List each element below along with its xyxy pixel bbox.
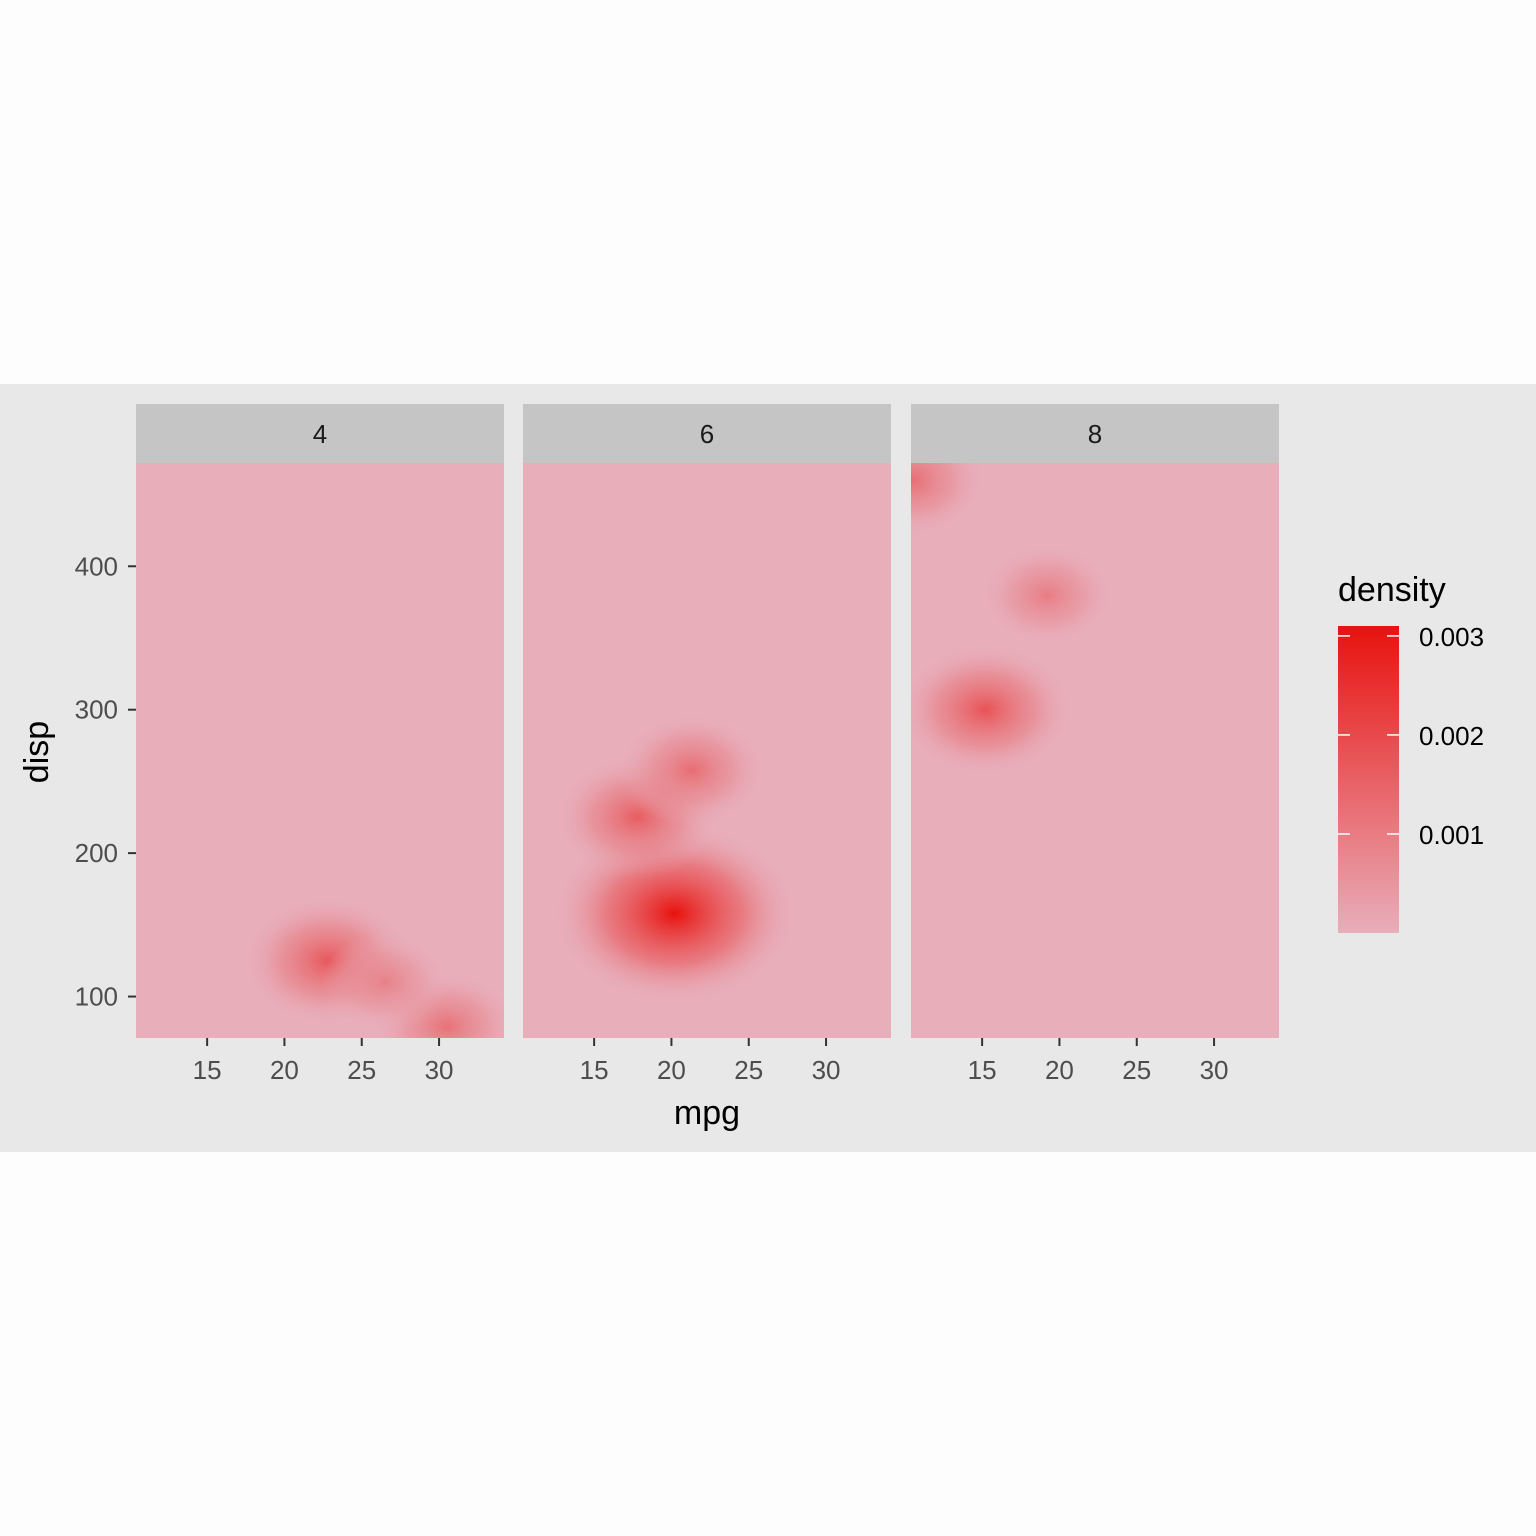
legend-title: density	[1338, 571, 1446, 609]
x-tick-label: 30	[425, 1055, 454, 1085]
legend-ticks: 0.001 0.002 0.003	[1338, 622, 1484, 850]
x-tick-label: 25	[734, 1055, 763, 1085]
facet-strip	[911, 404, 1279, 463]
y-tick-label: 300	[75, 695, 118, 725]
density-peak	[911, 463, 986, 537]
x-tick-label: 20	[657, 1055, 686, 1085]
x-tick-label: 15	[580, 1055, 609, 1085]
facet-panel: 4 15 20 25 30	[136, 404, 504, 1085]
density-surface	[551, 713, 798, 1005]
x-tick-label: 15	[968, 1055, 997, 1085]
legend-tick-label: 0.003	[1419, 622, 1484, 652]
x-tick-label: 30	[1200, 1055, 1229, 1085]
density-peak	[617, 713, 766, 827]
legend-colorbar	[1338, 626, 1399, 933]
density-surface	[242, 896, 504, 1038]
facet-strip	[136, 404, 504, 463]
legend-tick-label: 0.002	[1419, 721, 1484, 751]
legend-tick-label: 0.001	[1419, 820, 1484, 850]
x-tick-label: 20	[270, 1055, 299, 1085]
y-tick-label: 200	[75, 838, 118, 868]
y-axis-title: disp	[18, 721, 56, 783]
x-tick-label: 30	[812, 1055, 841, 1085]
x-axis-title: mpg	[674, 1094, 740, 1132]
legend: density 0.001 0.002 0.003	[1338, 571, 1484, 933]
x-tick-label: 20	[1045, 1055, 1074, 1085]
y-axis: 100 200 300 400	[75, 551, 136, 1012]
facet-strip-label: 8	[1088, 419, 1102, 449]
y-tick-label: 100	[75, 982, 118, 1012]
x-tick-label: 25	[1122, 1055, 1151, 1085]
x-tick-label: 15	[193, 1055, 222, 1085]
facet-panel: 6 15 20 25 30	[523, 404, 891, 1085]
y-tick-label: 400	[75, 551, 118, 581]
facet-strip-label: 4	[313, 419, 327, 449]
density-peak	[911, 643, 1074, 776]
density-peak	[321, 933, 449, 1031]
density-peak	[980, 544, 1114, 646]
facet-strip-label: 6	[700, 419, 714, 449]
x-tick-label: 25	[347, 1055, 376, 1085]
facet-strip	[523, 404, 891, 463]
density-surface	[911, 463, 1114, 776]
facet-panels: 4 15 20 25 30 6 15 20 25 30 8 15 20 25 30	[136, 404, 1279, 1085]
facet-panel: 8 15 20 25 30	[911, 404, 1279, 1085]
